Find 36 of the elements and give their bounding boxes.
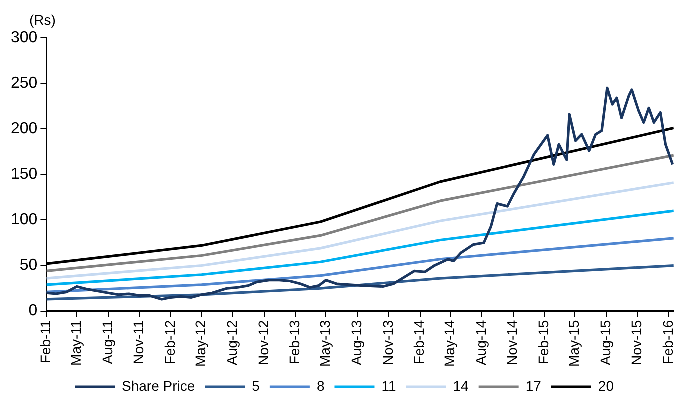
x-tick-label: Feb-16 [660, 320, 676, 365]
x-tick-label: Feb-12 [162, 320, 178, 365]
y-tick-label: 150 [10, 166, 38, 184]
x-tick-label: Nov-15 [628, 320, 645, 366]
y-tick-label: 0 [28, 302, 38, 320]
x-tick-label: May-12 [192, 320, 209, 368]
y-tick-label: 250 [10, 74, 38, 92]
legend-label: 14 [453, 378, 470, 394]
x-tick-label: Feb-14 [411, 320, 428, 365]
x-tick-label: May-15 [566, 320, 582, 368]
x-tick-label: Aug-15 [597, 320, 614, 366]
x-tick-label: Nov-13 [380, 320, 396, 366]
x-tick-label: May-14 [441, 320, 458, 368]
y-axis-title: (Rs) [29, 12, 56, 28]
x-tick-label: Aug-14 [472, 320, 489, 366]
x-tick-label: Nov-14 [504, 320, 520, 366]
x-tick-label: Feb-15 [536, 320, 552, 365]
x-tick-label: Nov-12 [255, 320, 272, 366]
legend-label: 17 [526, 378, 542, 394]
x-tick-label: Feb-11 [38, 320, 54, 364]
legend-label: Share Price [122, 378, 196, 394]
x-tick-label: Feb-13 [286, 320, 303, 365]
x-tick-label: Aug-12 [224, 320, 240, 366]
legend-label: 20 [598, 378, 614, 394]
x-tick-label: May-11 [68, 320, 84, 366]
x-tick-label: Aug-11 [99, 320, 116, 364]
y-tick-label: 50 [20, 257, 38, 274]
x-tick-label: Aug-13 [348, 320, 364, 366]
legend-label: 8 [316, 378, 325, 394]
x-tick-label: May-13 [317, 320, 334, 368]
x-tick-label: Nov-11 [130, 320, 147, 364]
y-tick-label: 100 [10, 212, 38, 229]
y-tick-label: 300 [10, 29, 38, 46]
legend-label: 5 [252, 378, 260, 394]
legend-label: 11 [382, 378, 396, 394]
y-tick-label: 200 [10, 120, 38, 138]
